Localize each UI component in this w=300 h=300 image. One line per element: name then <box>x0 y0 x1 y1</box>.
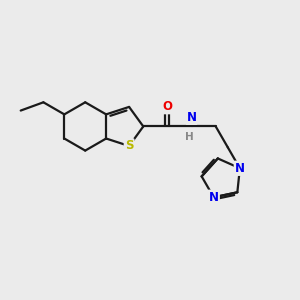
Text: N: N <box>235 162 245 175</box>
Text: H: H <box>185 132 194 142</box>
Text: S: S <box>125 140 133 152</box>
Text: N: N <box>187 111 196 124</box>
Text: N: N <box>209 191 219 204</box>
Text: O: O <box>162 100 172 113</box>
